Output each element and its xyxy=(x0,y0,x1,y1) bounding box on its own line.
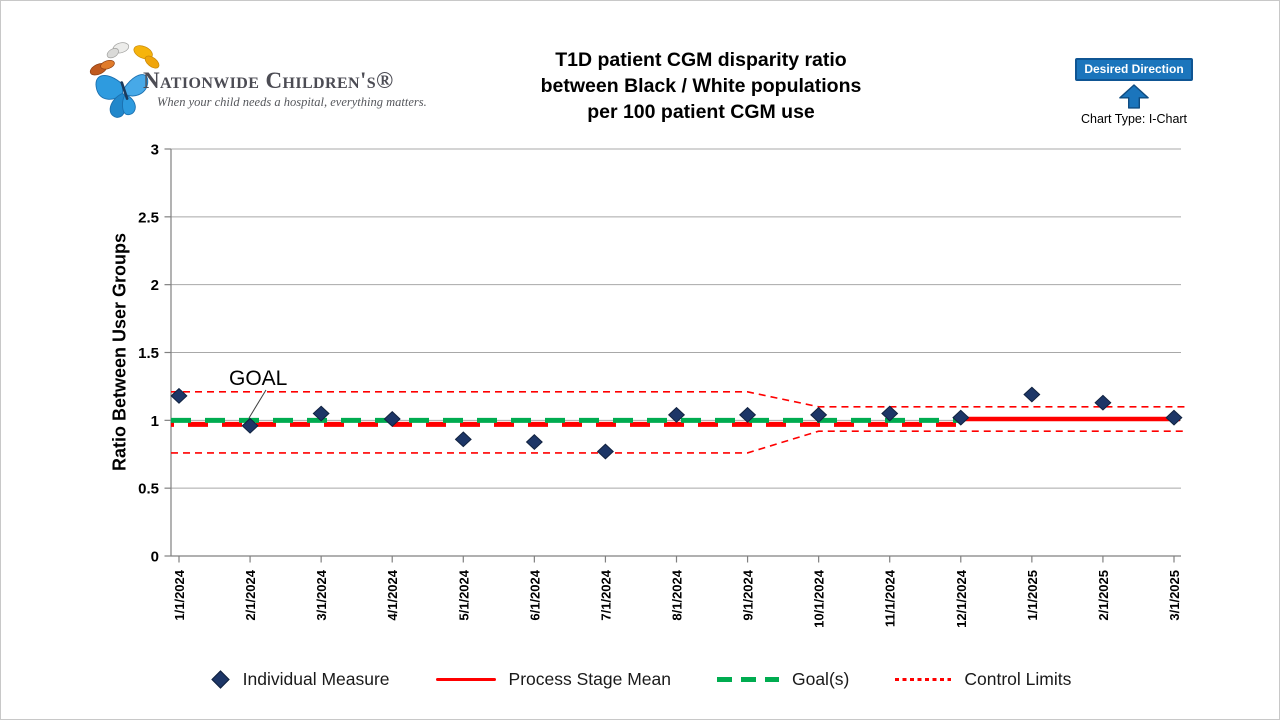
legend-item-goals: Goal(s) xyxy=(716,669,850,690)
svg-text:1: 1 xyxy=(151,413,159,430)
red-solid-line-icon xyxy=(435,677,496,682)
svg-text:1.5: 1.5 xyxy=(138,345,159,362)
data-point-3/1/2024 xyxy=(312,405,330,422)
gridlines xyxy=(171,148,1181,489)
legend-item-individual-measure: Individual Measure xyxy=(210,669,390,690)
up-arrow-icon xyxy=(1119,84,1149,109)
red-dotted-line-icon xyxy=(895,678,952,681)
svg-text:4/1/2024: 4/1/2024 xyxy=(385,569,400,620)
logo-tagline: When your child needs a hospital, everyt… xyxy=(157,95,427,109)
goal-annotation-label: GOAL xyxy=(229,367,287,390)
lower-control-limit xyxy=(171,430,1186,454)
svg-text:2: 2 xyxy=(151,277,159,294)
data-point-11/1/2024 xyxy=(881,405,899,422)
svg-text:11/1/2024: 11/1/2024 xyxy=(883,569,898,627)
x-axis-tick-labels: 1/1/2024 2/1/2024 3/1/2024 4/1/2024 5/1/2024… xyxy=(172,569,1182,628)
individual-measure-points xyxy=(170,386,1183,460)
blue-butterfly-icon xyxy=(95,74,149,118)
chart-title-line-1: T1D patient CGM disparity ratio xyxy=(555,49,847,71)
diamond-marker-icon xyxy=(210,670,230,689)
legend-item-process-stage-mean: Process Stage Mean xyxy=(435,669,671,690)
goal-annotation-leader-line xyxy=(248,389,267,419)
legend-label: Individual Measure xyxy=(242,669,390,689)
y-axis-tick-labels: 0 0.5 1 1.5 2 2.5 3 xyxy=(138,142,159,566)
chart-type-label: Chart Type: I-Chart xyxy=(1080,112,1188,126)
svg-text:0.5: 0.5 xyxy=(138,481,159,498)
svg-text:3/1/2024: 3/1/2024 xyxy=(314,569,329,620)
chart-title-line-3: per 100 patient CGM use xyxy=(587,101,815,123)
axes xyxy=(164,148,1181,563)
svg-text:10/1/2024: 10/1/2024 xyxy=(812,569,827,628)
svg-text:6/1/2024: 6/1/2024 xyxy=(527,569,542,620)
data-point-10/1/2024 xyxy=(810,406,828,423)
data-point-2/1/2025 xyxy=(1094,394,1112,411)
orange-butterfly-icon xyxy=(89,59,115,76)
data-point-5/1/2024 xyxy=(454,431,472,448)
data-point-7/1/2024 xyxy=(596,443,614,460)
legend-label: Control Limits xyxy=(964,669,1072,689)
data-point-3/1/2025 xyxy=(1165,409,1183,426)
logo-name: Nationwide Children's® xyxy=(143,68,394,93)
chart-legend: Individual Measure Process Stage Mean Go… xyxy=(1,669,1279,690)
svg-text:0: 0 xyxy=(151,549,159,566)
butterflies-icon xyxy=(89,42,160,118)
nationwide-childrens-logo: Nationwide Children's® When your child n… xyxy=(87,31,427,126)
svg-text:12/1/2024: 12/1/2024 xyxy=(954,569,969,628)
white-butterfly-icon xyxy=(106,42,130,59)
legend-label: Goal(s) xyxy=(791,669,850,689)
data-point-4/1/2024 xyxy=(383,410,401,427)
legend-item-control-limits: Control Limits xyxy=(895,669,1071,690)
svg-text:2.5: 2.5 xyxy=(138,209,159,226)
data-point-12/1/2024 xyxy=(952,409,970,426)
svg-text:3: 3 xyxy=(151,142,159,159)
data-point-2/1/2024 xyxy=(241,417,259,434)
data-point-1/1/2025 xyxy=(1023,386,1041,403)
green-dashed-line-icon xyxy=(716,677,779,682)
svg-text:8/1/2024: 8/1/2024 xyxy=(670,569,685,620)
svg-text:5/1/2024: 5/1/2024 xyxy=(456,569,471,620)
data-point-6/1/2024 xyxy=(525,434,543,451)
svg-text:2/1/2024: 2/1/2024 xyxy=(243,569,258,620)
svg-text:9/1/2024: 9/1/2024 xyxy=(741,569,756,620)
yellow-butterfly-icon xyxy=(133,45,160,69)
legend-label: Process Stage Mean xyxy=(508,669,671,689)
desired-direction-block: Desired Direction Chart Type: I-Chart xyxy=(1071,58,1197,126)
chart-title-line-2: between Black / White populations xyxy=(540,75,862,97)
chart-title: T1D patient CGM disparity ratio between … xyxy=(441,47,961,125)
svg-text:3/1/2025: 3/1/2025 xyxy=(1167,570,1182,621)
data-point-8/1/2024 xyxy=(667,406,686,423)
data-point-1/1/2024 xyxy=(170,387,188,404)
desired-direction-badge: Desired Direction xyxy=(1075,58,1193,81)
svg-text:1/1/2025: 1/1/2025 xyxy=(1025,570,1040,621)
svg-text:1/1/2024: 1/1/2024 xyxy=(172,569,187,620)
svg-text:2/1/2025: 2/1/2025 xyxy=(1096,570,1111,621)
svg-text:7/1/2024: 7/1/2024 xyxy=(598,569,613,620)
data-point-9/1/2024 xyxy=(739,406,757,423)
